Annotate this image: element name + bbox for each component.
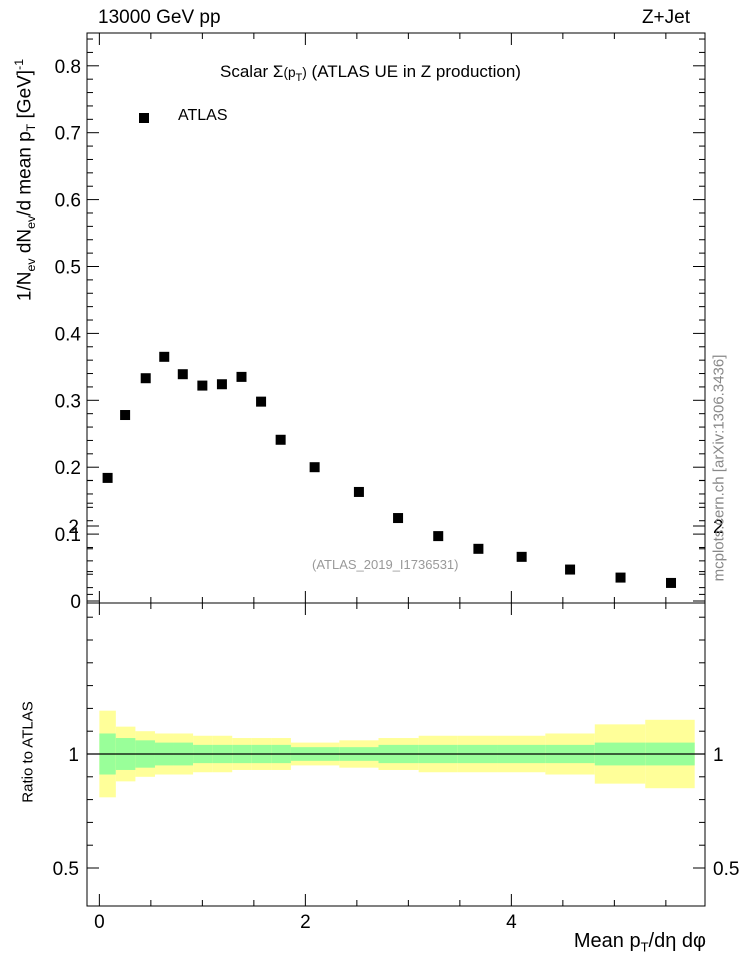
data-point	[433, 531, 444, 542]
ratio-axis-label: Ratio to ATLAS	[19, 701, 37, 803]
y-tick-label: 0.7	[55, 124, 81, 145]
ratio-y-tick-label-right: 0.5	[713, 859, 739, 880]
x-axis-label-a-sub: T	[640, 939, 649, 955]
plot-title-open: (p	[283, 65, 296, 80]
y-axis-label-b-sub: ev	[23, 215, 38, 229]
y-tick-label: 0.6	[55, 191, 81, 212]
data-point	[256, 396, 267, 407]
data-point	[516, 551, 527, 562]
ratio-y-tick-label-right: 2	[713, 517, 724, 538]
data-point	[140, 373, 151, 384]
data-point	[102, 472, 113, 483]
y-tick-label: 0.3	[55, 391, 81, 412]
data-point	[120, 410, 131, 421]
legend-marker-atlas	[139, 113, 149, 123]
data-point	[309, 462, 320, 473]
y-axis-label-c-sub: T	[23, 123, 38, 132]
watermark: mcplots.cern.ch [arXiv:1306.3436]	[710, 354, 728, 582]
legend-label-atlas: ATLAS	[178, 107, 228, 124]
data-point	[393, 513, 404, 524]
y-tick-label: 0	[70, 592, 81, 613]
ratio-y-tick-label: 1	[68, 745, 79, 766]
x-axis-label-a: Mean p	[573, 930, 641, 952]
ratio-y-tick-label: 2	[68, 517, 79, 538]
plot-title-rest: (ATLAS UE in Z production)	[306, 62, 521, 81]
process-label: Z+Jet	[641, 7, 690, 28]
data-point	[177, 369, 188, 380]
ratio-uncertainty-bands	[87, 710, 705, 798]
y-axis-label-c: /d mean p	[14, 131, 36, 216]
plot-title: Scalar Σ(pT) (ATLAS UE in Z production)	[220, 62, 521, 84]
x-axis-label-b: /dη dφ	[648, 930, 706, 952]
y-tick-label: 0.4	[55, 324, 82, 345]
plot-title-sub: T	[295, 71, 303, 84]
ratio-y-tick-label: 0.5	[53, 859, 79, 880]
plot-title-sigma: Σ	[272, 62, 284, 81]
atlas-data-markers	[102, 351, 677, 588]
main-panel-axes: 0 0.1 0.2 0.3 0.4 0.5 0.6 0.7 0.8	[55, 32, 706, 613]
legend-marker-square	[139, 113, 149, 123]
data-point	[565, 564, 576, 575]
data-point	[353, 486, 364, 497]
y-tick-label: 0.5	[55, 258, 81, 279]
x-axis-label: Mean pT/dη dφ	[574, 930, 706, 955]
analysis-tag: (ATLAS_2019_I1736531)	[312, 557, 459, 572]
data-point	[615, 572, 626, 583]
y-axis-label-d: [GeV]	[14, 69, 36, 124]
beam-energy-label: 13000 GeV pp	[98, 7, 221, 28]
y-axis-label-d-sup: -1	[12, 58, 27, 70]
data-point	[159, 351, 170, 362]
data-point	[236, 371, 247, 382]
y-tick-label: 0.2	[55, 458, 81, 479]
y-axis-label-a: 1/N	[14, 271, 36, 302]
x-tick-label: 0	[94, 912, 105, 933]
plot-title-prefix: Scalar	[220, 62, 273, 81]
y-axis-label-b: dN	[14, 228, 36, 259]
data-point	[666, 577, 677, 588]
ratio-panel-axes: 0.5 0.5 1 1 2 2 0 2 4	[53, 479, 739, 933]
y-tick-label: 0.1	[55, 525, 81, 546]
y-axis-label: 1/Nev dNev/d mean pT [GeV]-1	[12, 59, 38, 301]
plot-title-close: )	[302, 65, 307, 80]
data-point	[275, 434, 286, 445]
data-point	[216, 379, 227, 390]
x-tick-label: 4	[506, 912, 517, 933]
y-axis-label-a-sub: ev	[23, 258, 38, 272]
x-tick-label: 2	[300, 912, 311, 933]
y-tick-label: 0.8	[55, 57, 81, 78]
data-point	[473, 543, 484, 554]
ratio-y-tick-label-right: 1	[713, 745, 724, 766]
data-point	[197, 380, 208, 391]
